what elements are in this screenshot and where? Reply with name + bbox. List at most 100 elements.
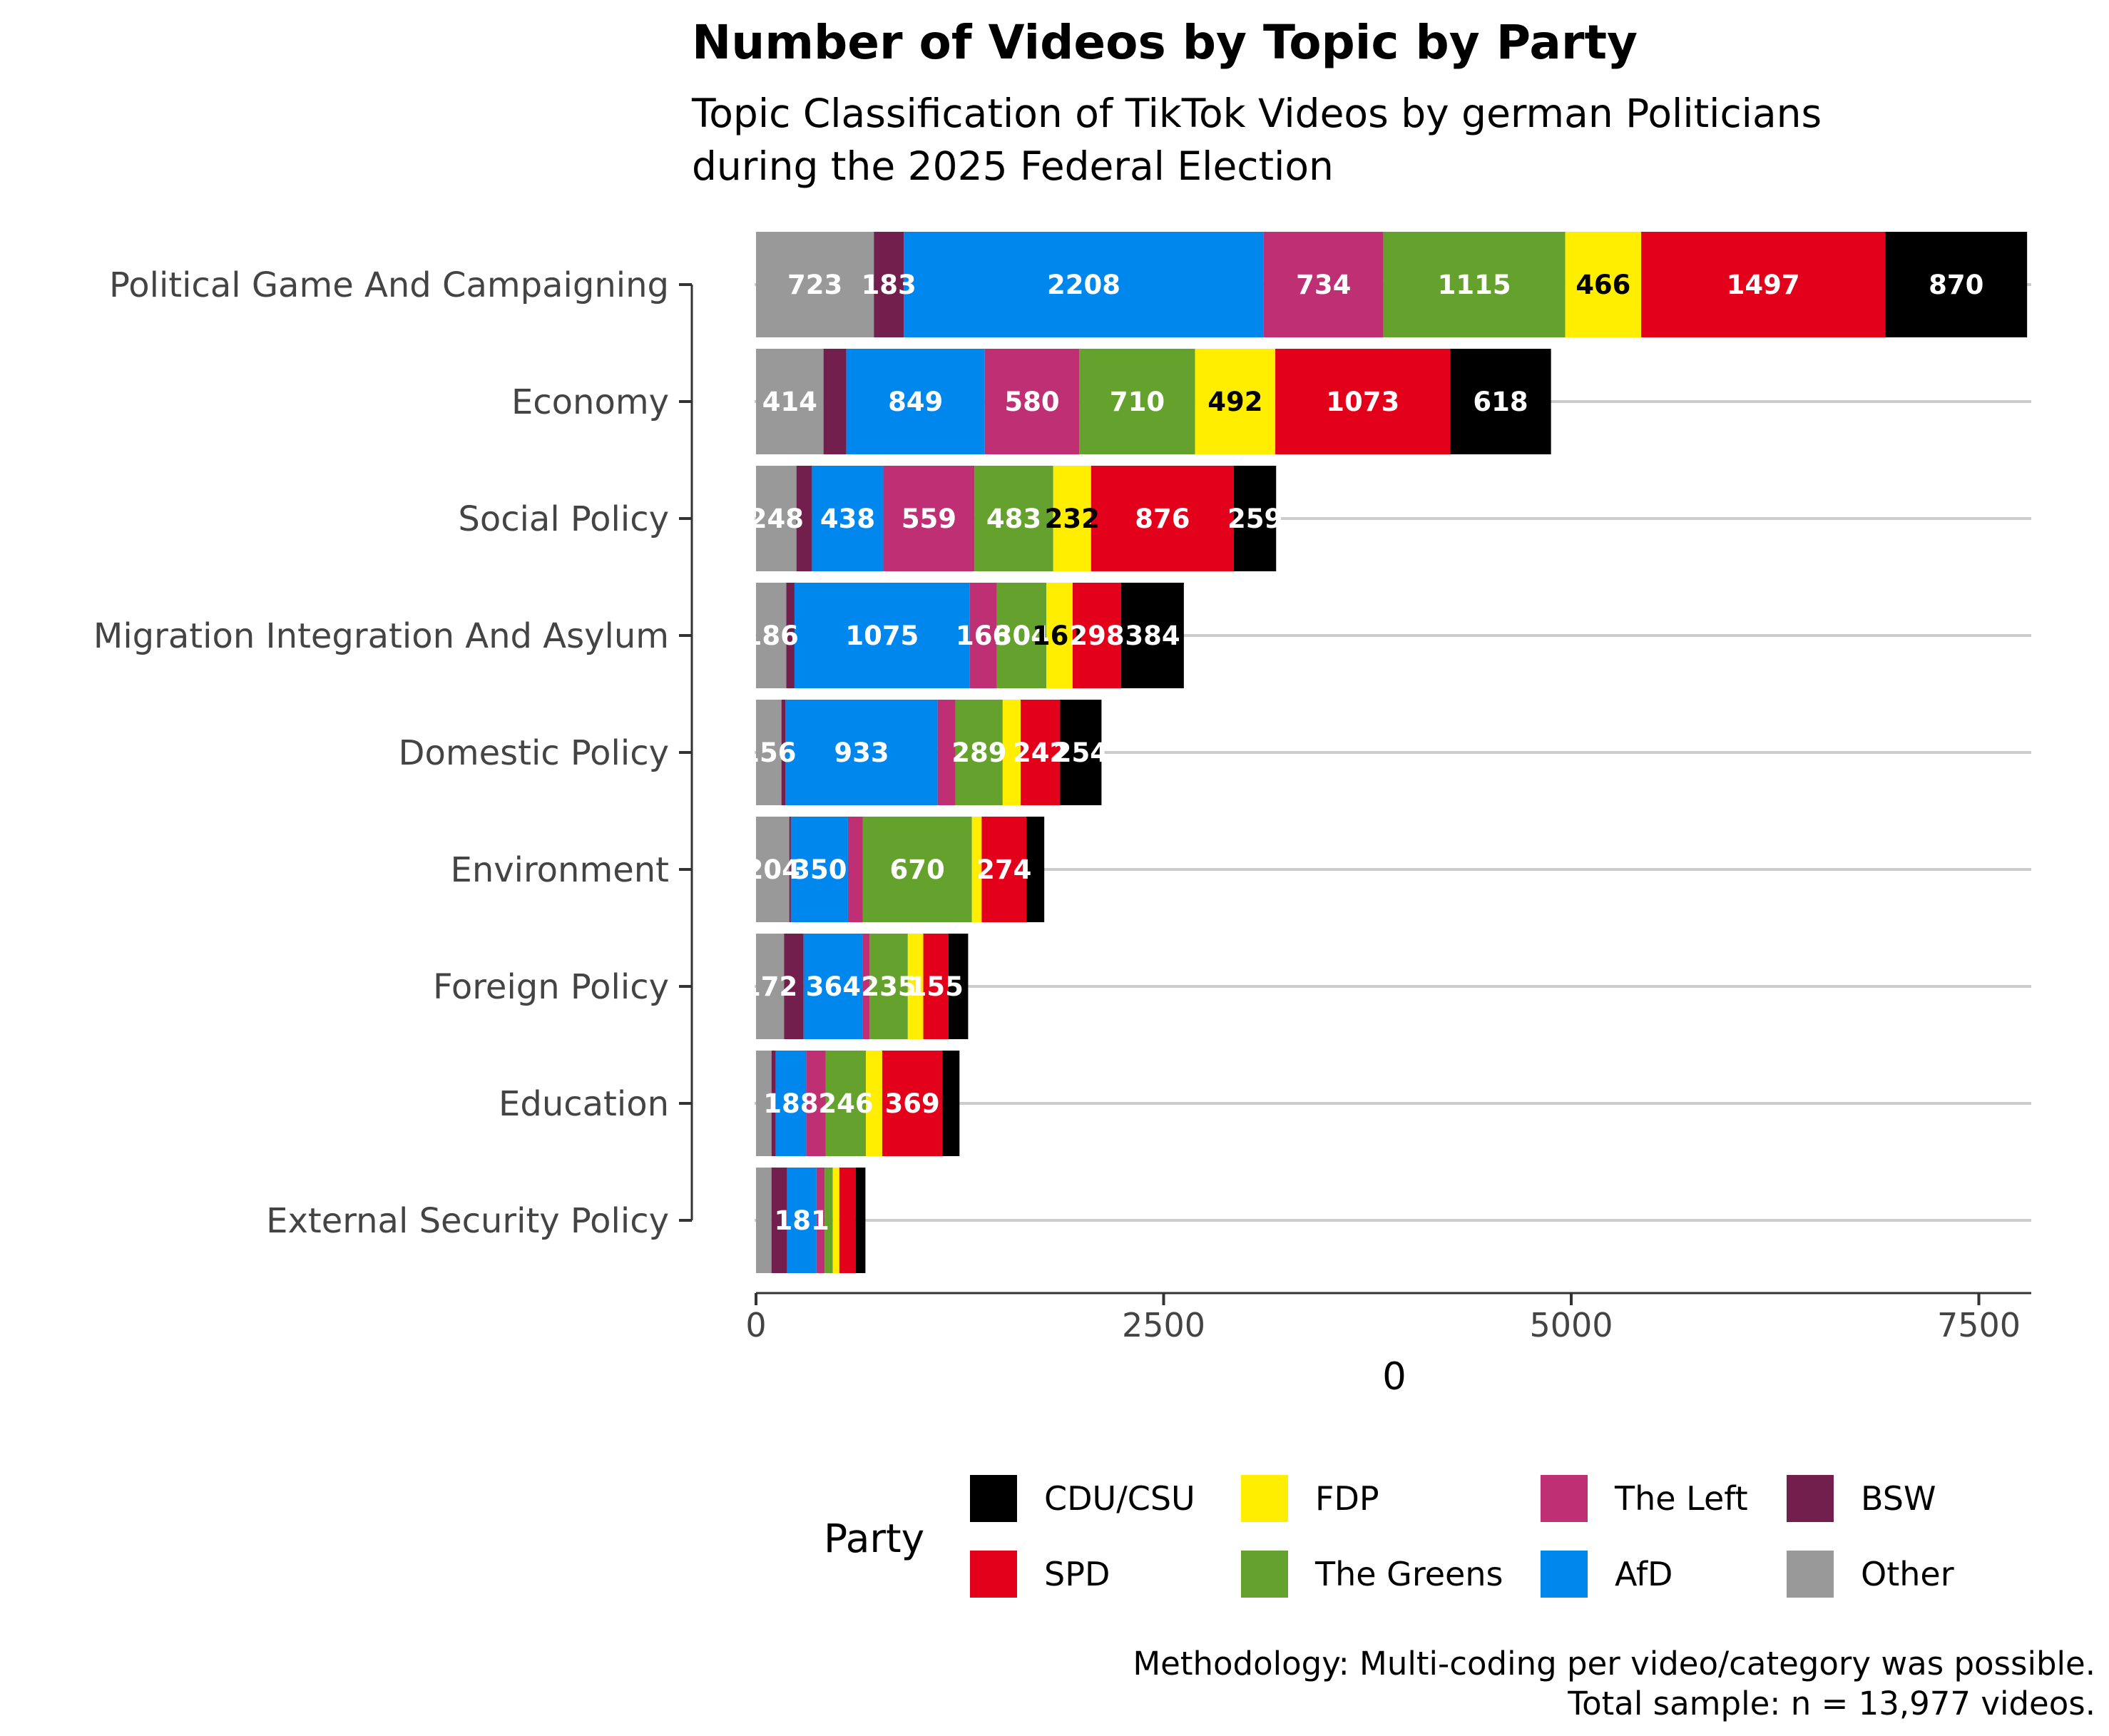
caption-line-1: Methodology: Multi-coding per video/cate…	[1133, 1645, 2095, 1683]
bar-label-foreign-policy-other: 172	[742, 971, 797, 1002]
bar-label-migration-integration-and-asylum-cdu-csu: 384	[1125, 621, 1180, 651]
bars	[756, 232, 2028, 1273]
bar-foreign-policy-spd	[923, 934, 949, 1039]
bar-label-environment-the-greens: 670	[889, 854, 944, 885]
bar-external-security-policy-other	[756, 1168, 772, 1273]
legend-swatch-the-left	[1541, 1475, 1588, 1522]
bar-label-education-the-greens: 246	[818, 1088, 873, 1119]
bar-label-political-game-and-campaigning-the-left: 734	[1296, 270, 1351, 300]
bar-education-the-left	[806, 1051, 826, 1156]
category-label-domestic-policy: Domestic Policy	[399, 733, 670, 773]
legend-swatch-spd	[970, 1551, 1017, 1598]
x-tick-label-0: 0	[745, 1306, 766, 1344]
legend-label-bsw: BSW	[1861, 1479, 1936, 1518]
bar-label-economy-afd: 849	[888, 387, 943, 417]
legend-swatch-fdp	[1241, 1475, 1288, 1522]
bar-label-political-game-and-campaigning-cdu-csu: 870	[1929, 270, 1983, 300]
category-label-political-game-and-campaigning: Political Game And Campaigning	[109, 265, 669, 305]
bar-label-social-policy-the-left: 559	[902, 504, 956, 534]
bar-label-social-policy-afd: 438	[820, 504, 875, 534]
legend-label-afd: AfD	[1615, 1555, 1673, 1593]
legend-label-spd: SPD	[1044, 1555, 1110, 1593]
bar-label-environment-other: 204	[745, 854, 800, 885]
bar-education-other	[756, 1051, 772, 1156]
bar-environment-afd	[790, 817, 848, 922]
bar-migration-integration-and-asylum-bsw	[786, 583, 795, 688]
legend-label-the-left: The Left	[1614, 1479, 1748, 1518]
bar-environment-bsw	[789, 817, 791, 922]
legend: CDU/CSU SPD FDP The Greens The Left AfD BSW Oth…	[970, 1475, 1954, 1598]
bar-label-social-policy-the-greens: 483	[986, 504, 1041, 534]
chart-subtitle-line-2: during the 2025 Federal Election	[692, 143, 1334, 189]
x-axis: 0 2500 5000 7500	[745, 1292, 2031, 1344]
category-label-environment: Environment	[451, 850, 670, 890]
bar-label-economy-other: 414	[762, 387, 817, 417]
bar-economy-afd	[846, 349, 985, 454]
bar-label-education-afd: 188	[763, 1088, 818, 1119]
bar-domestic-policy-cdu-csu	[1060, 700, 1102, 805]
bar-environment-the-left	[847, 817, 863, 922]
bar-label-social-policy-fdp: 232	[1045, 504, 1100, 534]
bar-domestic-policy-the-left	[937, 700, 956, 805]
bar-external-security-policy-cdu-csu	[855, 1168, 866, 1273]
category-label-migration-integration-and-asylum: Migration Integration And Asylum	[93, 616, 669, 656]
bar-foreign-policy-the-left	[862, 934, 870, 1039]
legend-label-other: Other	[1861, 1555, 1954, 1593]
bar-environment-fdp	[971, 817, 982, 922]
y-axis: Political Game And Campaigning Economy Soc…	[93, 265, 693, 1241]
bar-external-security-policy-fdp	[832, 1168, 839, 1273]
bar-social-policy-the-greens	[974, 466, 1053, 571]
bar-migration-integration-and-asylum-other	[756, 583, 787, 688]
legend-swatch-the-greens	[1241, 1551, 1288, 1598]
bar-external-security-policy-the-left	[816, 1168, 825, 1273]
legend-title: Party	[824, 1516, 924, 1561]
bar-economy-fdp	[1195, 349, 1276, 454]
category-label-economy: Economy	[511, 382, 669, 422]
bar-label-economy-spd: 1073	[1326, 387, 1399, 417]
bar-political-game-and-campaigning-the-left	[1263, 232, 1384, 337]
bar-social-policy-afd	[812, 466, 884, 571]
chart-subtitle-line-1: Topic Classification of TikTok Videos by…	[691, 91, 1822, 136]
bar-label-education-spd: 369	[884, 1088, 939, 1119]
bar-external-security-policy-spd	[839, 1168, 856, 1273]
bar-environment-cdu-csu	[1026, 817, 1045, 922]
category-label-external-security-policy: External Security Policy	[266, 1201, 669, 1241]
bar-label-domestic-policy-the-greens: 289	[951, 737, 1006, 768]
bar-label-social-policy-cdu-csu: 259	[1227, 504, 1282, 534]
bar-education-afd	[775, 1051, 807, 1156]
bar-migration-integration-and-asylum-afd	[794, 583, 970, 688]
bar-political-game-and-campaigning-fdp	[1565, 232, 1642, 337]
bar-foreign-policy-cdu-csu	[948, 934, 969, 1039]
bar-label-migration-integration-and-asylum-the-left: 166	[956, 621, 1011, 651]
bar-political-game-and-campaigning-bsw	[874, 232, 904, 337]
legend-swatch-cdu-csu	[970, 1475, 1017, 1522]
bar-foreign-policy-fdp	[907, 934, 924, 1039]
bar-education-fdp	[866, 1051, 882, 1156]
bar-migration-integration-and-asylum-cdu-csu	[1121, 583, 1184, 688]
bar-label-environment-afd: 350	[792, 854, 847, 885]
bar-label-economy-the-left: 580	[1004, 387, 1059, 417]
bar-economy-other	[756, 349, 824, 454]
bar-domestic-policy-spd	[1021, 700, 1061, 805]
bar-social-policy-cdu-csu	[1234, 466, 1277, 571]
bar-external-security-policy-bsw	[771, 1168, 787, 1273]
legend-label-cdu-csu: CDU/CSU	[1044, 1479, 1195, 1518]
bar-label-domestic-policy-afd: 933	[834, 737, 889, 768]
bar-social-policy-bsw	[796, 466, 812, 571]
bar-label-social-policy-other: 248	[749, 504, 804, 534]
bar-label-migration-integration-and-asylum-fdp: 161	[1032, 621, 1087, 651]
bar-environment-other	[756, 817, 790, 922]
bar-political-game-and-campaigning-other	[756, 232, 874, 337]
bar-political-game-and-campaigning-spd	[1641, 232, 1886, 337]
bar-domestic-policy-fdp	[1002, 700, 1021, 805]
bar-environment-spd	[981, 817, 1027, 922]
category-label-foreign-policy: Foreign Policy	[433, 967, 669, 1007]
bar-economy-cdu-csu	[1450, 349, 1551, 454]
bar-label-migration-integration-and-asylum-spd: 298	[1069, 621, 1124, 651]
bar-social-policy-fdp	[1053, 466, 1091, 571]
bar-environment-the-greens	[862, 817, 972, 922]
bar-political-game-and-campaigning-cdu-csu	[1885, 232, 2028, 337]
bar-foreign-policy-afd	[803, 934, 863, 1039]
bar-label-migration-integration-and-asylum-the-greens: 304	[994, 621, 1049, 651]
